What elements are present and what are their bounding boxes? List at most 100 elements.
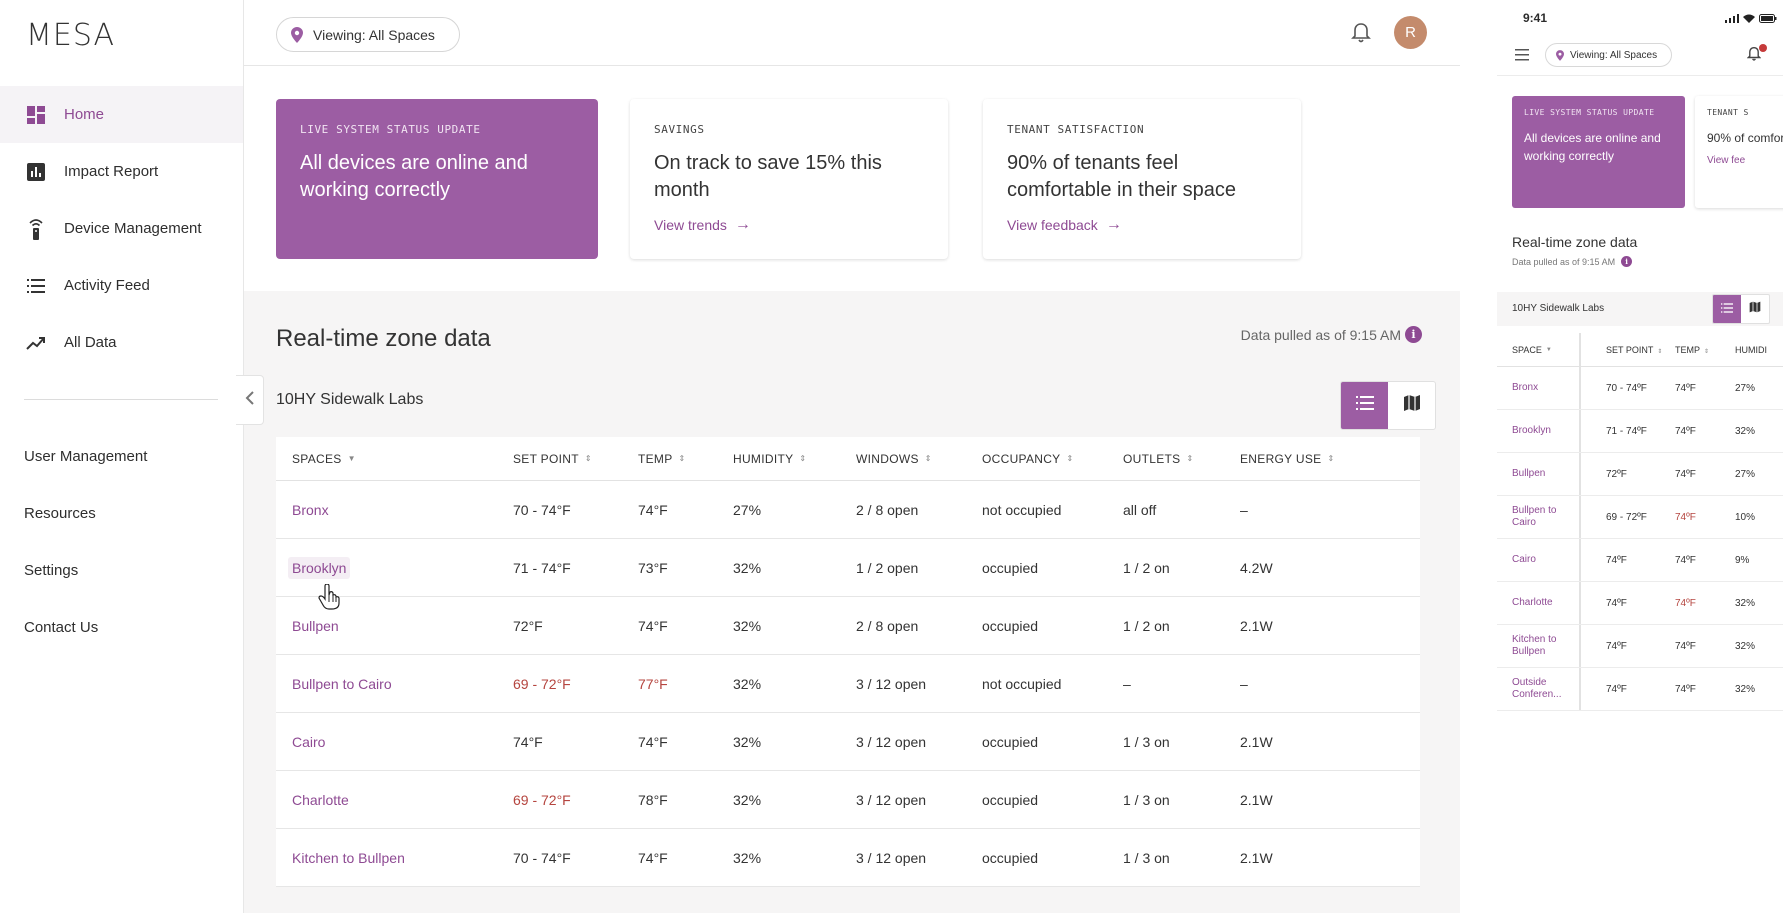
list-view-button[interactable] (1713, 295, 1741, 323)
sidebar-item-resources[interactable]: Resources (24, 505, 96, 522)
list-icon (1355, 396, 1374, 415)
table-row[interactable]: Charlotte 69 - 72°F 78°F 32% 3 / 12 open… (276, 771, 1420, 829)
space-selector[interactable]: Viewing: All Spaces (276, 17, 460, 52)
chevron-left-icon (245, 390, 255, 410)
info-icon[interactable]: i (1405, 326, 1422, 343)
table-row[interactable]: Kitchen to Bullpen 70 - 74°F 74°F 32% 3 … (276, 829, 1420, 887)
timestamp-text: Data pulled as of 9:15 AM (1240, 326, 1401, 343)
hamburger-menu-icon[interactable] (1515, 48, 1529, 66)
column-header-spaces[interactable]: SPACES ▼ (276, 452, 497, 466)
user-avatar[interactable]: R (1394, 16, 1427, 49)
column-header-occupancy[interactable]: OCCUPANCY ⇕ (966, 452, 1107, 466)
space-link[interactable]: Bullpen to Cairo (292, 675, 392, 692)
windows-value: 3 / 12 open (856, 791, 927, 808)
table-header: SPACE ▼ SET POINT ⇕ TEMP ⇕ HUMIDI (1497, 333, 1783, 367)
space-link[interactable]: Cairo (292, 733, 326, 750)
table-row[interactable]: Brooklyn 71 - 74ºF 74ºF 32% (1497, 410, 1783, 453)
mobile-view-feedback-link[interactable]: View fee (1707, 155, 1746, 166)
column-header-temp[interactable]: TEMP ⇕ (622, 452, 717, 466)
sort-icon: ⇕ (799, 454, 807, 463)
header-label: HUMIDI (1735, 344, 1767, 355)
secondary-nav: User Management Resources Settings Conta… (0, 428, 243, 656)
sidebar-item-home[interactable]: Home (0, 86, 243, 143)
table-row[interactable]: Bronx 70 - 74°F 74°F 27% 2 / 8 open not … (276, 481, 1420, 539)
view-trends-link[interactable]: View trends → (654, 216, 924, 234)
header-label: ENERGY USE (1240, 451, 1322, 466)
mobile-section-title: Real-time zone data (1512, 234, 1638, 250)
sort-icon: ⇕ (1327, 454, 1335, 463)
set-point-value: 72ºF (1606, 468, 1627, 480)
column-header-energy-use[interactable]: ENERGY USE ⇕ (1224, 452, 1420, 466)
table-row[interactable]: Bronx 70 - 74ºF 74ºF 27% (1497, 367, 1783, 410)
space-link[interactable]: Charlotte (1497, 582, 1581, 624)
space-link[interactable]: Bullpen (1497, 453, 1581, 495)
column-header-temp[interactable]: TEMP ⇕ (1663, 345, 1723, 355)
table-row[interactable]: Brooklyn 71 - 74°F 73°F 32% 1 / 2 open o… (276, 539, 1420, 597)
windows-value: 3 / 12 open (856, 733, 927, 750)
table-row[interactable]: Cairo 74ºF 74ºF 9% (1497, 539, 1783, 582)
zone-table: SPACES ▼ SET POINT ⇕ TEMP ⇕ HUMIDITY ⇕ WINDO… (276, 437, 1420, 887)
card-eyebrow: LIVE SYSTEM STATUS UPDATE (300, 123, 481, 136)
space-link[interactable]: Bronx (292, 501, 329, 518)
list-view-button[interactable] (1341, 382, 1388, 429)
table-row[interactable]: Bullpen 72°F 74°F 32% 2 / 8 open occupie… (276, 597, 1420, 655)
space-link[interactable]: Brooklyn (1497, 410, 1581, 452)
table-row[interactable]: Cairo 74°F 74°F 32% 3 / 12 open occupied… (276, 713, 1420, 771)
app-logo[interactable]: MESA (26, 18, 115, 53)
sidebar-item-device-management[interactable]: Device Management (0, 200, 243, 257)
sidebar-item-contact-us[interactable]: Contact Us (24, 619, 99, 636)
table-row[interactable]: Kitchen to Bullpen 74ºF 74ºF 32% (1497, 625, 1783, 668)
table-row[interactable]: Bullpen 72ºF 74ºF 27% (1497, 453, 1783, 496)
table-row[interactable]: Bullpen to Cairo 69 - 72°F 77°F 32% 3 / … (276, 655, 1420, 713)
set-point-value: 74ºF (1606, 554, 1627, 566)
space-selector-label: Viewing: All Spaces (1570, 49, 1658, 61)
set-point-value: 70 - 74°F (513, 501, 571, 518)
map-icon (1403, 394, 1421, 417)
space-link[interactable]: Outside Conferen... (1497, 668, 1581, 710)
space-link[interactable]: Cairo (1497, 539, 1581, 581)
space-link[interactable]: Bullpen to Cairo (1497, 496, 1581, 538)
column-header-set-point[interactable]: SET POINT ⇕ (1581, 345, 1663, 355)
table-row[interactable]: Outside Conferen... 74ºF 74ºF 32% (1497, 668, 1783, 711)
space-link[interactable]: Bullpen (292, 617, 339, 634)
notifications-bell-icon[interactable] (1746, 46, 1762, 67)
space-link[interactable]: Kitchen to Bullpen (1497, 625, 1581, 667)
sidebar-collapse-button[interactable] (236, 375, 264, 425)
mobile-view-toggle (1712, 294, 1770, 324)
sidebar-item-user-management[interactable]: User Management (24, 448, 148, 465)
set-point-value: 74ºF (1606, 683, 1627, 695)
notifications-bell-icon[interactable] (1348, 20, 1374, 46)
sidebar-item-all-data[interactable]: All Data (0, 314, 243, 371)
column-header-humidity[interactable]: HUMIDITY ⇕ (717, 452, 840, 466)
view-feedback-link[interactable]: View feedback → (1007, 216, 1277, 234)
column-header-windows[interactable]: WINDOWS ⇕ (840, 452, 966, 466)
space-link[interactable]: Charlotte (292, 791, 349, 808)
space-link[interactable]: Kitchen to Bullpen (292, 849, 405, 866)
humidity-value: 27% (1735, 382, 1756, 394)
sidebar-item-settings[interactable]: Settings (24, 562, 79, 579)
header-label: TEMP (1675, 344, 1701, 355)
column-header-set-point[interactable]: SET POINT ⇕ (497, 452, 622, 466)
column-header-space[interactable]: SPACE ▼ (1497, 333, 1581, 366)
windows-value: 2 / 8 open (856, 501, 919, 518)
sidebar-item-impact-report[interactable]: Impact Report (0, 143, 243, 200)
column-header-humidity[interactable]: HUMIDI (1723, 345, 1783, 355)
info-icon[interactable]: i (1621, 256, 1633, 267)
set-point-value: 74ºF (1606, 640, 1627, 652)
temp-value: 74ºF (1675, 468, 1696, 480)
mobile-top-bar: Viewing: All Spaces (1497, 36, 1783, 76)
column-header-outlets[interactable]: OUTLETS ⇕ (1107, 452, 1224, 466)
table-row[interactable]: Charlotte 74ºF 74ºF 32% (1497, 582, 1783, 625)
humidity-value: 32% (1735, 597, 1756, 609)
temp-value: 74ºF (1675, 597, 1696, 609)
space-link[interactable]: Brooklyn (276, 556, 497, 579)
header-label: SPACE (1512, 344, 1542, 355)
map-view-button[interactable] (1741, 295, 1769, 323)
space-link[interactable]: Bronx (1497, 367, 1581, 409)
mobile-preview: 9:41 Viewing: All Spaces LIV (1497, 0, 1783, 720)
sort-icon: ⇕ (1066, 454, 1074, 463)
sidebar-item-activity-feed[interactable]: Activity Feed (0, 257, 243, 314)
table-row[interactable]: Bullpen to Cairo 69 - 72ºF 74ºF 10% (1497, 496, 1783, 539)
mobile-space-selector[interactable]: Viewing: All Spaces (1545, 43, 1673, 67)
map-view-button[interactable] (1388, 382, 1435, 429)
